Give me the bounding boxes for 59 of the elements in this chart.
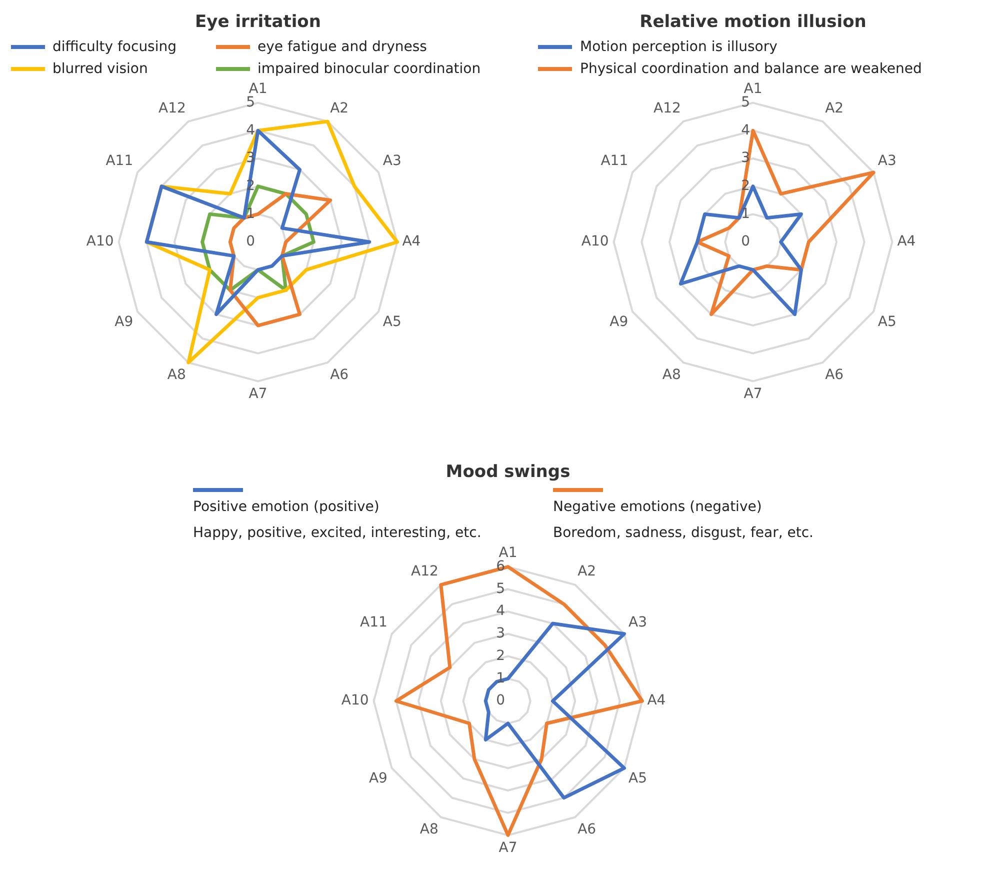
spoke-label: A6 — [330, 366, 349, 383]
y-tick-label: 4 — [246, 122, 256, 138]
spoke-label: A2 — [825, 100, 844, 116]
text: Happy, positive, excited, interesting, etc. — [193, 524, 482, 542]
spoke-label: A7 — [248, 386, 268, 402]
spoke-label: A6 — [825, 366, 844, 383]
spoke-label: A12 — [410, 564, 438, 580]
spoke-label: A1 — [498, 545, 518, 562]
y-tick-label: 4 — [496, 603, 506, 620]
legend-label: difficulty focusing — [52, 38, 177, 56]
y-tick-label: 2 — [741, 178, 750, 194]
spoke-label: A7 — [744, 386, 762, 402]
legend-label: Positive emotion (positive) — [193, 498, 380, 516]
spoke-label: A11 — [600, 153, 628, 170]
spoke-label: A5 — [382, 314, 402, 330]
legend-label: Physical coordination and balance are weakened — [580, 60, 922, 78]
spoke-label: A4 — [647, 692, 666, 709]
spoke-label: A9 — [114, 314, 134, 330]
spoke-label: A5 — [878, 314, 896, 330]
spoke-label: A2 — [330, 100, 349, 116]
spoke-label: A8 — [167, 366, 186, 383]
y-tick-label: 1 — [741, 206, 750, 222]
spoke-label: A11 — [106, 153, 134, 170]
legend-label: Negative emotions (negative) — [553, 498, 762, 516]
spoke-label: A4 — [402, 234, 421, 250]
spoke-label: A10 — [341, 692, 369, 709]
spoke-label: A4 — [897, 234, 916, 250]
spoke-label: A9 — [610, 314, 628, 330]
spoke-label: A12 — [653, 100, 681, 116]
spoke-label: A11 — [360, 614, 388, 631]
y-tick-label: 0 — [741, 234, 750, 250]
y-tick-label: 4 — [741, 122, 750, 138]
spoke-label: A8 — [662, 366, 681, 383]
spoke-label: A5 — [628, 770, 648, 787]
spoke-label: A8 — [420, 822, 438, 838]
spoke-label: A2 — [578, 564, 596, 580]
spoke-label: A7 — [498, 840, 518, 856]
chart-title: Eye irritation — [194, 12, 322, 32]
y-tick-label: 3 — [496, 626, 505, 642]
legend-label: Motion perception is illusory — [580, 38, 778, 56]
y-tick-label: 0 — [246, 234, 255, 250]
spoke-label: A10 — [86, 234, 114, 250]
y-tick-label: 5 — [496, 580, 505, 597]
y-tick-label: 2 — [246, 178, 255, 194]
spoke-label: A10 — [581, 234, 609, 250]
spoke-label: A3 — [878, 153, 896, 170]
spoke-label: A9 — [368, 770, 388, 787]
y-tick-label: 2 — [496, 648, 505, 664]
spoke-label: A12 — [158, 100, 186, 116]
spoke-label: A3 — [628, 614, 648, 631]
y-tick-label: 0 — [496, 692, 505, 709]
chart-title: Mood swings — [444, 462, 572, 482]
legend-label: blurred vision — [52, 60, 148, 78]
legend-label: eye fatigue and dryness — [258, 38, 427, 56]
spoke-label: A3 — [382, 153, 402, 170]
chart-title: Relative motion illusion — [638, 12, 868, 32]
legend-label: impaired binocular coordination — [258, 60, 481, 78]
spoke-label: A6 — [578, 822, 596, 838]
text: Boredom, sadness, disgust, fear, etc. — [553, 524, 814, 542]
